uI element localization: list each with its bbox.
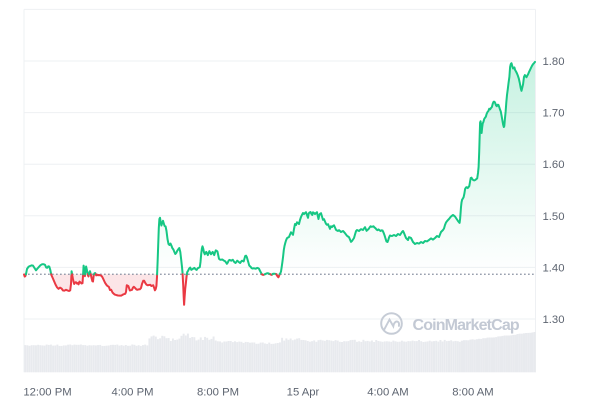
svg-text:4:00 PM: 4:00 PM — [111, 387, 153, 399]
svg-text:CoinMarketCap: CoinMarketCap — [413, 317, 520, 334]
svg-text:1.80: 1.80 — [543, 56, 565, 68]
svg-text:8:00 PM: 8:00 PM — [197, 387, 239, 399]
svg-text:4:00 AM: 4:00 AM — [367, 387, 408, 399]
svg-text:1.60: 1.60 — [543, 159, 565, 171]
svg-text:1.70: 1.70 — [543, 108, 565, 120]
svg-text:12:00 PM: 12:00 PM — [23, 387, 71, 399]
svg-text:1.50: 1.50 — [543, 211, 565, 223]
svg-text:15 Apr: 15 Apr — [287, 387, 320, 399]
svg-text:1.30: 1.30 — [543, 314, 565, 326]
svg-text:1.40: 1.40 — [543, 262, 565, 274]
svg-text:8:00 AM: 8:00 AM — [452, 387, 493, 399]
